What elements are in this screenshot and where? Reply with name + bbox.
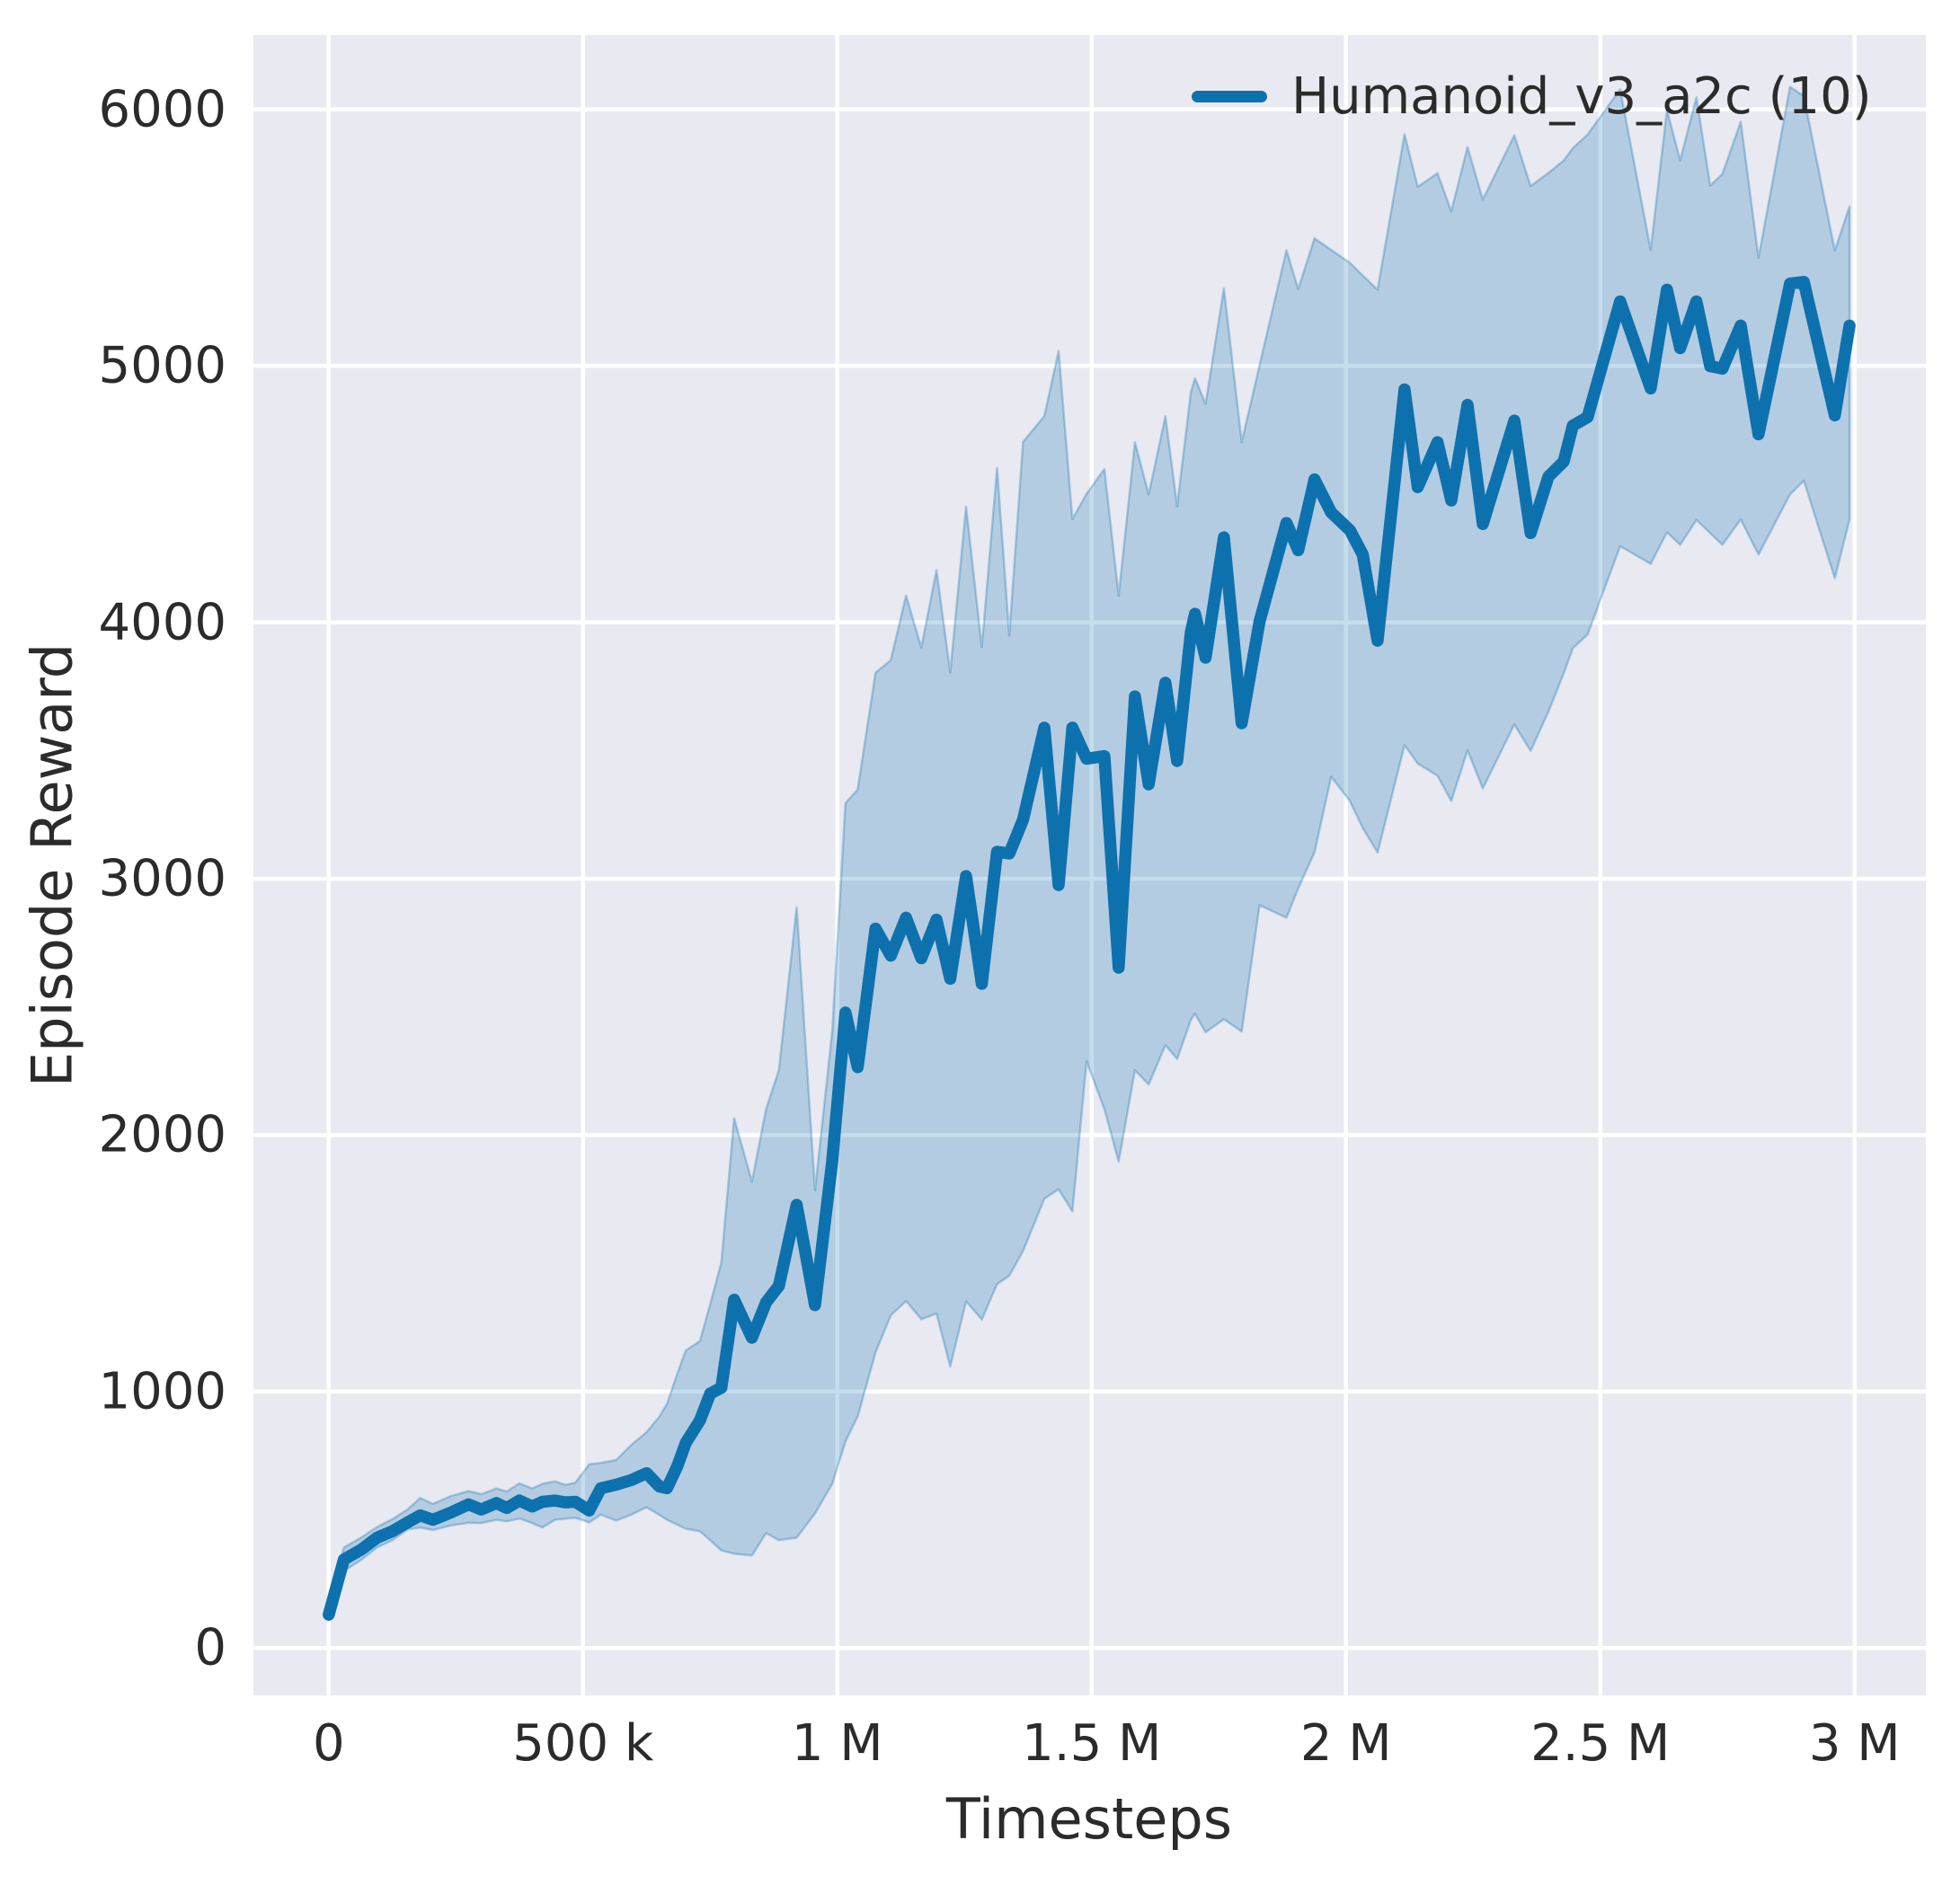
y-tick-label: 2000 [98, 1105, 226, 1164]
legend-label: Humanoid_v3_a2c (10) [1291, 67, 1872, 126]
y-tick-label: 4000 [98, 593, 226, 652]
x-axis-label: Timesteps [945, 1786, 1233, 1852]
y-axis-label: Episode Reward [19, 642, 85, 1088]
plot-background [253, 35, 1926, 1695]
confidence-band-polygon [327, 85, 1851, 1622]
y-tick-label: 6000 [98, 80, 226, 139]
x-tick-label: 500 k [512, 1714, 654, 1773]
mean-reward-line [323, 276, 1856, 1621]
x-tick-label: 2.5 M [1530, 1714, 1671, 1773]
x-tick-label: 1.5 M [1022, 1714, 1162, 1773]
mean-line [323, 276, 1856, 1621]
x-tick-label: 3 M [1808, 1714, 1901, 1773]
x-tick-label: 0 [312, 1714, 345, 1773]
y-tick-label: 1000 [98, 1362, 226, 1421]
y-tick-label: 5000 [98, 336, 226, 395]
legend: Humanoid_v3_a2c (10) [1192, 66, 1872, 127]
x-tick-label: 2 M [1299, 1714, 1392, 1773]
y-tick-label: 0 [194, 1618, 226, 1677]
y-tick-label: 3000 [98, 849, 226, 908]
x-tick-label: 1 M [791, 1714, 883, 1773]
gridlines [253, 35, 1926, 1695]
legend-line-swatch [1192, 91, 1267, 103]
confidence-band [327, 85, 1851, 1622]
